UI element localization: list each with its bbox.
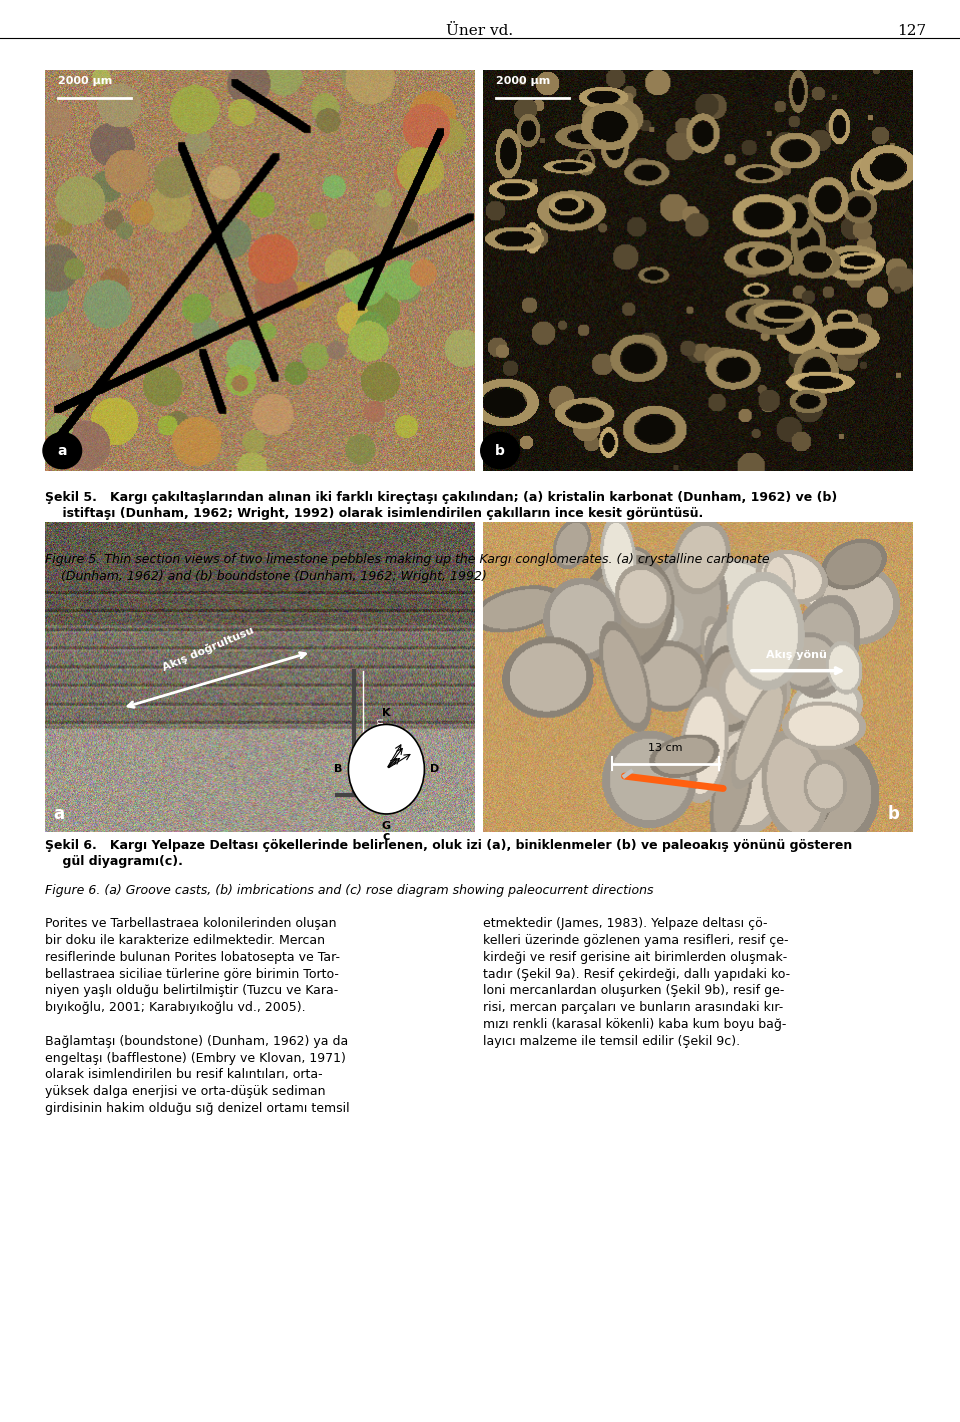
Text: a: a	[58, 444, 67, 458]
Text: b: b	[887, 805, 900, 822]
Text: Porites ve Tarbellastraea kolonilerinden oluşan
bir doku ile karakterize edilmek: Porites ve Tarbellastraea kolonilerinden…	[45, 917, 349, 1115]
Text: Şekil 6.   Kargı Yelpaze Deltası çökellerinde belirlenen, oluk izi (a), biniklen: Şekil 6. Kargı Yelpaze Deltası çökelleri…	[45, 839, 852, 869]
Circle shape	[43, 432, 82, 469]
Text: 2000 µm: 2000 µm	[58, 75, 112, 85]
Circle shape	[481, 432, 519, 469]
Circle shape	[348, 724, 424, 813]
Text: G: G	[382, 820, 391, 830]
Text: Figure 6. (a) Groove casts, (b) imbrications and (c) rose diagram showing paleoc: Figure 6. (a) Groove casts, (b) imbricat…	[45, 884, 654, 897]
Text: Akış yönü: Akış yönü	[766, 650, 827, 660]
Text: Figure 5. Thin section views of two limestone pebbles making up the Kargı conglo: Figure 5. Thin section views of two lime…	[45, 553, 770, 583]
Text: b: b	[495, 444, 505, 458]
Text: K: K	[382, 708, 391, 718]
Text: 33 cm: 33 cm	[375, 718, 386, 748]
Text: D: D	[430, 764, 440, 774]
Text: 127: 127	[898, 24, 926, 38]
Text: Şekil 5.   Kargı çakıltaşlarından alınan iki farklı kireçtaşı çakılından; (a) kr: Şekil 5. Kargı çakıltaşlarından alınan i…	[45, 491, 837, 520]
Text: 2000 µm: 2000 µm	[495, 75, 550, 85]
Text: 13 cm: 13 cm	[648, 744, 683, 754]
Text: a: a	[54, 805, 65, 822]
Text: etmektedir (James, 1983). Yelpaze deltası çö-
kelleri üzerinde gözlenen yama res: etmektedir (James, 1983). Yelpaze deltas…	[483, 917, 790, 1048]
Text: c: c	[383, 829, 390, 843]
Text: Akış doğrultusu: Akış doğrultusu	[161, 624, 255, 673]
Text: Üner vd.: Üner vd.	[446, 24, 514, 38]
Text: B: B	[334, 764, 343, 774]
